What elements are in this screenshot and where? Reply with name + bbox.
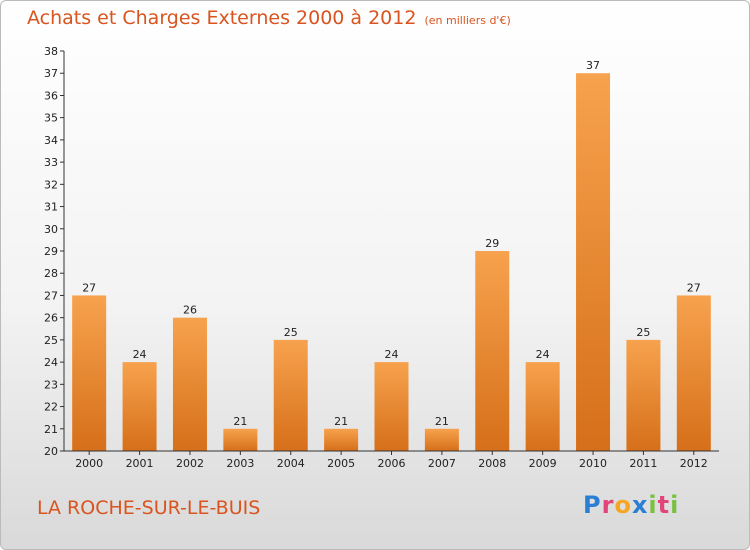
bar-value-label: 21 [435, 415, 449, 428]
x-tick-label: 2004 [277, 457, 305, 470]
logo-letter: x [631, 491, 649, 519]
y-tick-label: 34 [44, 134, 58, 147]
y-tick-label: 23 [44, 378, 58, 391]
bar-value-label: 25 [284, 326, 298, 339]
bar-2008 [475, 251, 510, 451]
y-tick-label: 33 [44, 156, 58, 169]
y-tick-label: 37 [44, 67, 58, 80]
bar-value-label: 27 [82, 281, 96, 294]
bar-value-label: 21 [233, 415, 247, 428]
bar-2001 [122, 362, 157, 451]
bar-value-label: 25 [636, 326, 650, 339]
y-tick-label: 35 [44, 112, 58, 125]
bar-2010 [576, 73, 611, 451]
bar-2004 [273, 339, 308, 451]
x-tick-label: 2002 [176, 457, 204, 470]
logo-letter: P [583, 491, 602, 519]
x-tick-label: 2003 [226, 457, 254, 470]
bars: 27 24 26 21 25 21 24 21 29 24 37 25 27 [72, 59, 711, 451]
proxiti-logo: Proxiti [583, 491, 679, 519]
x-tick-label: 2011 [629, 457, 657, 470]
y-tick-label: 21 [44, 423, 58, 436]
x-tick-label: 2012 [680, 457, 708, 470]
title-row: Achats et Charges Externes 2000 à 2012 (e… [27, 7, 511, 29]
y-tick-label: 38 [44, 45, 58, 58]
logo-letter: t [657, 491, 671, 519]
bar-2012 [676, 295, 711, 451]
bar-2000 [72, 295, 107, 451]
bar-value-label: 24 [133, 348, 147, 361]
logo-letter: r [601, 491, 615, 519]
y-tick-label: 20 [44, 445, 58, 458]
bar-value-label: 21 [334, 415, 348, 428]
chart-subtitle: (en milliers d'€) [424, 14, 511, 27]
x-tick-label: 2009 [529, 457, 557, 470]
y-tick-label: 32 [44, 178, 58, 191]
x-tick-label: 2008 [478, 457, 506, 470]
bar-2009 [525, 362, 560, 451]
bar-value-label: 24 [536, 348, 550, 361]
y-tick-label: 22 [44, 401, 58, 414]
y-tick-label: 24 [44, 356, 58, 369]
x-tick-label: 2007 [428, 457, 456, 470]
y-tick-label: 36 [44, 89, 58, 102]
logo-letter: i [648, 491, 658, 519]
x-axis: 2000 2001 2002 2003 2004 2005 2006 2007 2008 2009… [64, 450, 719, 470]
x-tick-label: 2000 [75, 457, 103, 470]
y-tick-label: 28 [44, 267, 58, 280]
bar-2007 [424, 428, 459, 451]
bar-value-label: 29 [485, 237, 499, 250]
bar-2005 [324, 428, 359, 451]
y-tick-label: 29 [44, 245, 58, 258]
bar-2002 [172, 317, 207, 451]
x-tick-label: 2005 [327, 457, 355, 470]
logo-letter: i [670, 491, 680, 519]
y-tick-label: 27 [44, 289, 58, 302]
y-tick-label: 31 [44, 201, 58, 214]
bar-2006 [374, 362, 409, 451]
logo-letter: o [614, 491, 632, 519]
bar-value-label: 27 [687, 281, 701, 294]
bar-value-label: 37 [586, 59, 600, 72]
y-tick-label: 26 [44, 312, 58, 325]
commune-name: LA ROCHE-SUR-LE-BUIS [37, 497, 261, 519]
x-tick-label: 2010 [579, 457, 607, 470]
bar-value-label: 24 [385, 348, 399, 361]
bar-value-label: 26 [183, 304, 197, 317]
y-axis: 20 21 22 23 24 25 26 27 28 29 30 31 32 33 34 35 36 37 38 [44, 45, 65, 458]
bar-2011 [626, 339, 661, 451]
chart-title: Achats et Charges Externes 2000 à 2012 [27, 7, 417, 29]
bar-2003 [223, 428, 258, 451]
x-tick-label: 2001 [126, 457, 154, 470]
y-tick-label: 30 [44, 223, 58, 236]
x-tick-label: 2006 [378, 457, 406, 470]
y-tick-label: 25 [44, 334, 58, 347]
